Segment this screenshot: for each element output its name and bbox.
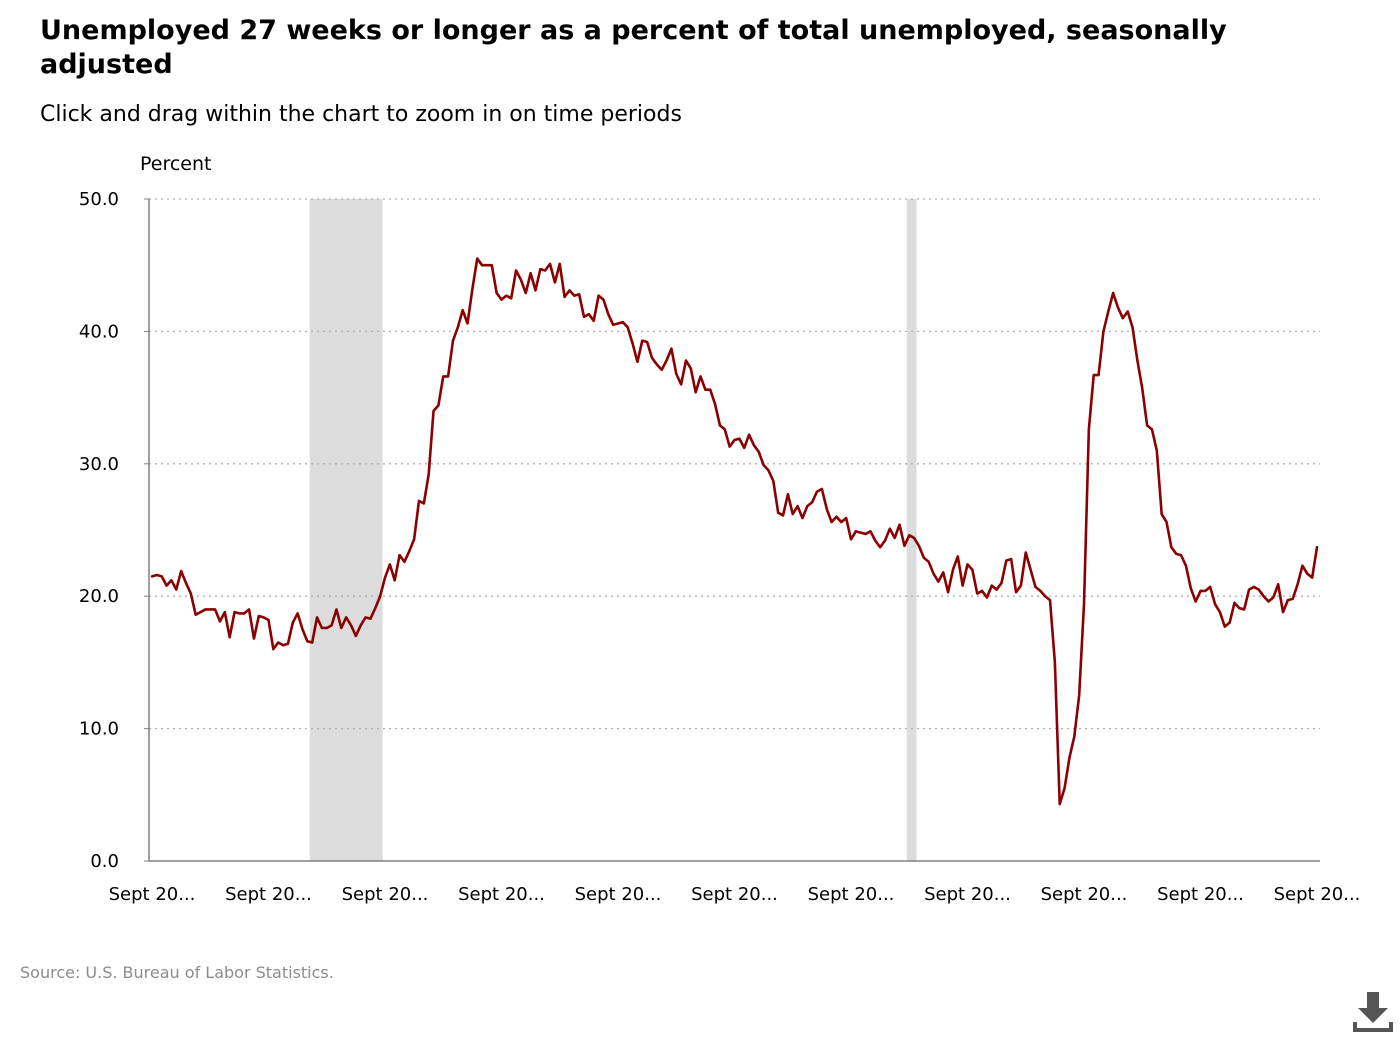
recession-shading [309,199,917,861]
y-tick-label: 30.0 [79,454,119,475]
x-tick-label: Sept 20... [1274,884,1361,905]
x-tick-label: Sept 20... [575,884,662,905]
x-tick-label: Sept 20... [1041,884,1128,905]
x-tick-label: Sept 20... [691,884,778,905]
chart-title: Unemployed 27 weeks or longer as a perce… [40,15,1227,80]
x-tick-label: Sept 20... [109,884,196,905]
recession-band [906,199,917,861]
source-note: Source: U.S. Bureau of Labor Statistics. [20,963,334,982]
x-tick-label: Sept 20... [225,884,312,905]
y-axis-ticks: 0.0 10.0 20.0 30.0 40.0 50.0 [79,189,149,872]
x-tick-label: Sept 20... [342,884,429,905]
x-tick-label: Sept 20... [808,884,895,905]
download-icon[interactable] [1352,990,1394,1034]
x-axis-ticks: Sept 20... Sept 20... Sept 20... Sept 20...… [109,884,1361,905]
x-tick-label: Sept 20... [458,884,545,905]
y-tick-label: 20.0 [79,586,119,607]
x-tick-label: Sept 20... [1157,884,1244,905]
line-chart[interactable]: Percent 0.0 10.0 20.0 30.0 40.0 50.0 Sept 20.… [0,0,1400,940]
series-line[interactable] [150,257,1319,806]
recession-band [309,199,383,861]
y-tick-label: 50.0 [79,189,119,210]
y-tick-label: 40.0 [79,321,119,342]
y-tick-label: 10.0 [79,719,119,740]
y-axis-title: Percent [140,153,212,175]
y-tick-label: 0.0 [90,851,119,872]
series-layer [150,257,1319,806]
chart-subtitle: Click and drag within the chart to zoom … [40,102,682,127]
x-tick-label: Sept 20... [924,884,1011,905]
